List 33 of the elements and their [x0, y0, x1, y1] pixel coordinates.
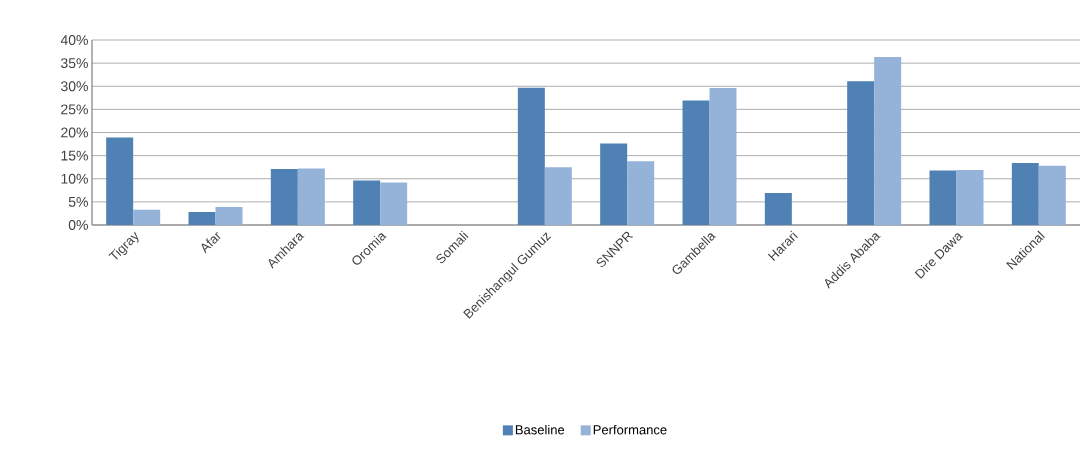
y-tick-label: 30%: [60, 81, 88, 92]
bar: [627, 161, 655, 225]
legend-label: Performance: [593, 424, 667, 435]
bar: [709, 88, 737, 225]
bar: [600, 143, 628, 225]
bar: [682, 100, 710, 225]
bar: [380, 182, 408, 225]
bar: [764, 193, 792, 225]
bar: [353, 180, 381, 225]
bar: [517, 87, 545, 225]
y-tick-label: 25%: [61, 104, 88, 115]
y-tick-label: 40%: [60, 35, 88, 45]
x-tick-label: Afar: [201, 231, 221, 254]
bar: [297, 168, 325, 225]
y-tick-label: 35%: [60, 58, 88, 69]
bar: [188, 212, 216, 225]
bar: [106, 137, 134, 225]
bar: [1038, 165, 1066, 225]
bar: [215, 206, 243, 225]
bar: [270, 169, 298, 225]
bar: [133, 209, 161, 225]
legend-label: Baseline: [515, 424, 565, 435]
bar: [847, 81, 875, 225]
bar: [929, 170, 957, 225]
bar: [956, 169, 984, 225]
y-tick-label: 20%: [61, 127, 88, 138]
y-tick-label: 10%: [61, 173, 88, 184]
y-tick-label: 15%: [61, 150, 88, 161]
bar: [1011, 163, 1039, 225]
bar: [544, 167, 572, 225]
y-tick-label: 5%: [68, 196, 88, 207]
bar: [874, 57, 902, 225]
y-tick-label: 0%: [68, 220, 88, 230]
